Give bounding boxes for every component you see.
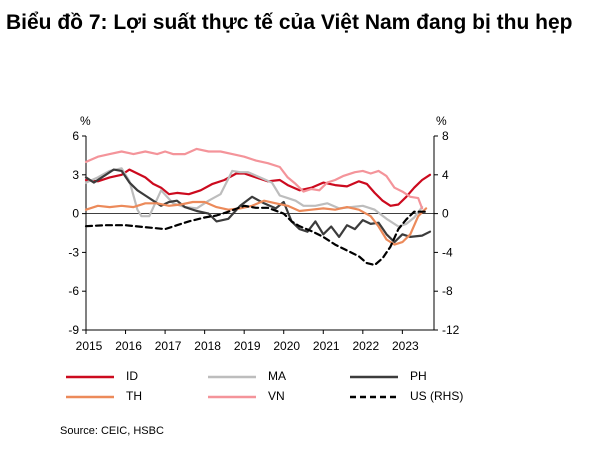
x-axis-tick-label: 2020 <box>273 339 300 353</box>
x-axis-tick-label: 2018 <box>194 339 221 353</box>
legend-label: MA <box>268 369 286 383</box>
chart-title: Biểu đồ 7: Lợi suất thực tế của Việt Nam… <box>6 11 573 34</box>
x-axis-tick-label: 2017 <box>155 339 182 353</box>
right-axis-tick-label: -8 <box>442 284 453 298</box>
x-axis-tick-label: 2015 <box>76 339 103 353</box>
legend-swatch <box>208 375 256 379</box>
left-axis-tick-label: 0 <box>72 207 79 221</box>
x-axis-tick-label: 2022 <box>352 339 379 353</box>
right-axis-unit: % <box>436 114 447 128</box>
line-chart: 6 3 0 -3 -6 -9 8 4 0 -4 -8 -12 2015 2016 2017 2018 2019 2… <box>68 129 460 353</box>
legend-swatch <box>350 375 398 379</box>
source-note: Source: CEIC, HSBC <box>60 425 164 437</box>
series-line-ma <box>84 167 424 228</box>
legend-label: PH <box>410 369 427 383</box>
left-axis-tick-label: -3 <box>68 245 79 259</box>
legend-swatch <box>66 395 114 399</box>
left-axis-tick-label: 3 <box>72 168 79 182</box>
left-axis-tick-label: -6 <box>68 284 79 298</box>
legend-label: ID <box>126 369 138 383</box>
right-axis-tick-label: 4 <box>442 168 449 182</box>
x-axis-tick-label: 2016 <box>115 339 142 353</box>
legend-swatch <box>208 395 256 399</box>
x-axis-tick-label: 2023 <box>392 339 419 353</box>
series-line-th <box>84 199 428 246</box>
left-axis-tick-label: -9 <box>68 323 79 337</box>
x-axis-tick-label: 2019 <box>234 339 261 353</box>
series-line-vn <box>84 147 424 210</box>
legend-label: US (RHS) <box>410 389 464 403</box>
left-axis-tick-label: 6 <box>72 129 79 143</box>
right-axis-tick-label: -4 <box>442 245 453 259</box>
right-axis-tick-label: 0 <box>442 207 449 221</box>
right-axis-tick-label: 8 <box>442 129 449 143</box>
legend-label: TH <box>126 389 142 403</box>
legend-label: VN <box>268 389 285 403</box>
legend-swatch <box>350 395 398 399</box>
series-line-ph <box>84 168 432 244</box>
chart-legend: ID MA PH TH VN US (RHS) <box>64 368 534 412</box>
series-line-us-rhs <box>84 204 428 267</box>
x-axis-tick-label: 2021 <box>313 339 340 353</box>
right-axis-tick-label: -12 <box>442 323 460 337</box>
left-axis-unit: % <box>80 114 91 128</box>
legend-swatch <box>66 375 114 379</box>
